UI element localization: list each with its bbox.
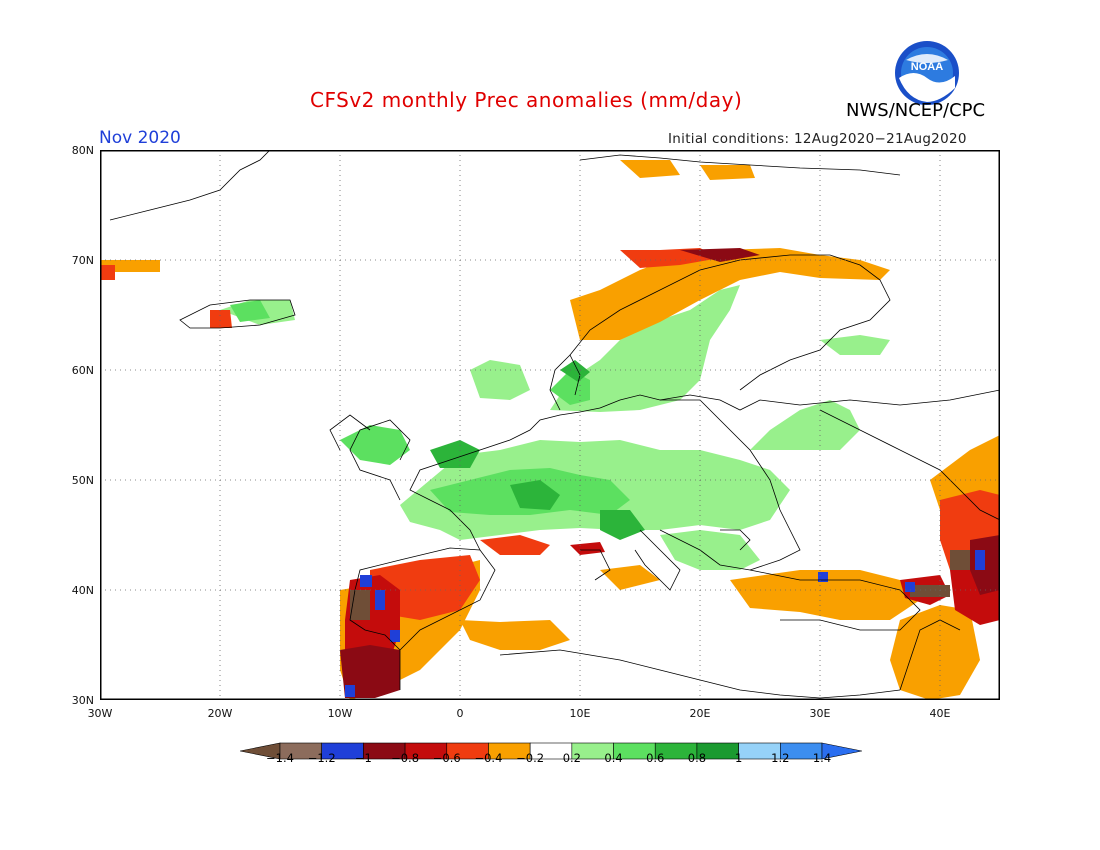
colorbar-tick-label: 1	[734, 751, 743, 765]
agency-label: NWS/NCEP/CPC	[846, 100, 986, 121]
chart-title: CFSv2 monthly Prec anomalies (mm/day)	[310, 88, 743, 112]
noaa-logo: NOAA	[895, 41, 959, 105]
colorbar-tick-label: −1.2	[307, 751, 336, 765]
svg-text:NOAA: NOAA	[911, 61, 943, 73]
lon-label-10w: 10W	[327, 707, 353, 720]
lon-label-30e: 30E	[809, 707, 831, 720]
map-border	[100, 150, 1000, 700]
lon-label-10e: 10E	[569, 707, 591, 720]
colorbar-tick-label: −1.4	[266, 751, 294, 765]
colorbar-tick-label: 0.4	[604, 751, 623, 765]
lat-label-70n: 70N	[71, 254, 94, 267]
lat-label-30n: 30N	[71, 694, 94, 707]
wet-anomalies-stronger	[430, 360, 645, 540]
colorbar-swatch-max	[821, 742, 862, 760]
colorbar	[240, 742, 862, 760]
lon-label-40e: 40E	[929, 707, 951, 720]
lon-label-0: 0	[456, 707, 464, 720]
lon-label-30w: 30W	[87, 707, 113, 720]
colorbar-tick-label: −0.8	[391, 751, 420, 765]
lat-label-60n: 60N	[71, 364, 94, 377]
extreme-dry-cells	[350, 550, 970, 620]
colorbar-tick-label: 1.4	[812, 751, 832, 765]
lat-label-40n: 40N	[71, 584, 94, 597]
colorbar-tick-label: −1	[354, 751, 372, 765]
colorbar-tick-label: 0.2	[562, 751, 581, 765]
initial-conditions: Initial conditions: 12Aug2020−21Aug2020	[668, 131, 967, 147]
lon-label-20w: 20W	[207, 707, 233, 720]
lon-label-20e: 20E	[689, 707, 711, 720]
precip-anomaly-map	[100, 150, 1000, 700]
colorbar-tick-label: −0.6	[432, 751, 461, 765]
colorbar-tick-label: 0.6	[646, 751, 665, 765]
lat-label-50n: 50N	[71, 474, 94, 487]
colorbar-tick-label: −0.4	[474, 751, 503, 765]
forecast-month: Nov 2020	[99, 128, 181, 148]
lat-label-80n: 80N	[71, 144, 94, 157]
graticule	[100, 150, 1000, 700]
extreme-negative-cells	[345, 550, 985, 697]
colorbar-tick-label: 1.2	[771, 751, 790, 765]
colorbar-tick-label: 0.8	[687, 751, 707, 765]
colorbar-tick-label: −0.2	[516, 751, 545, 765]
